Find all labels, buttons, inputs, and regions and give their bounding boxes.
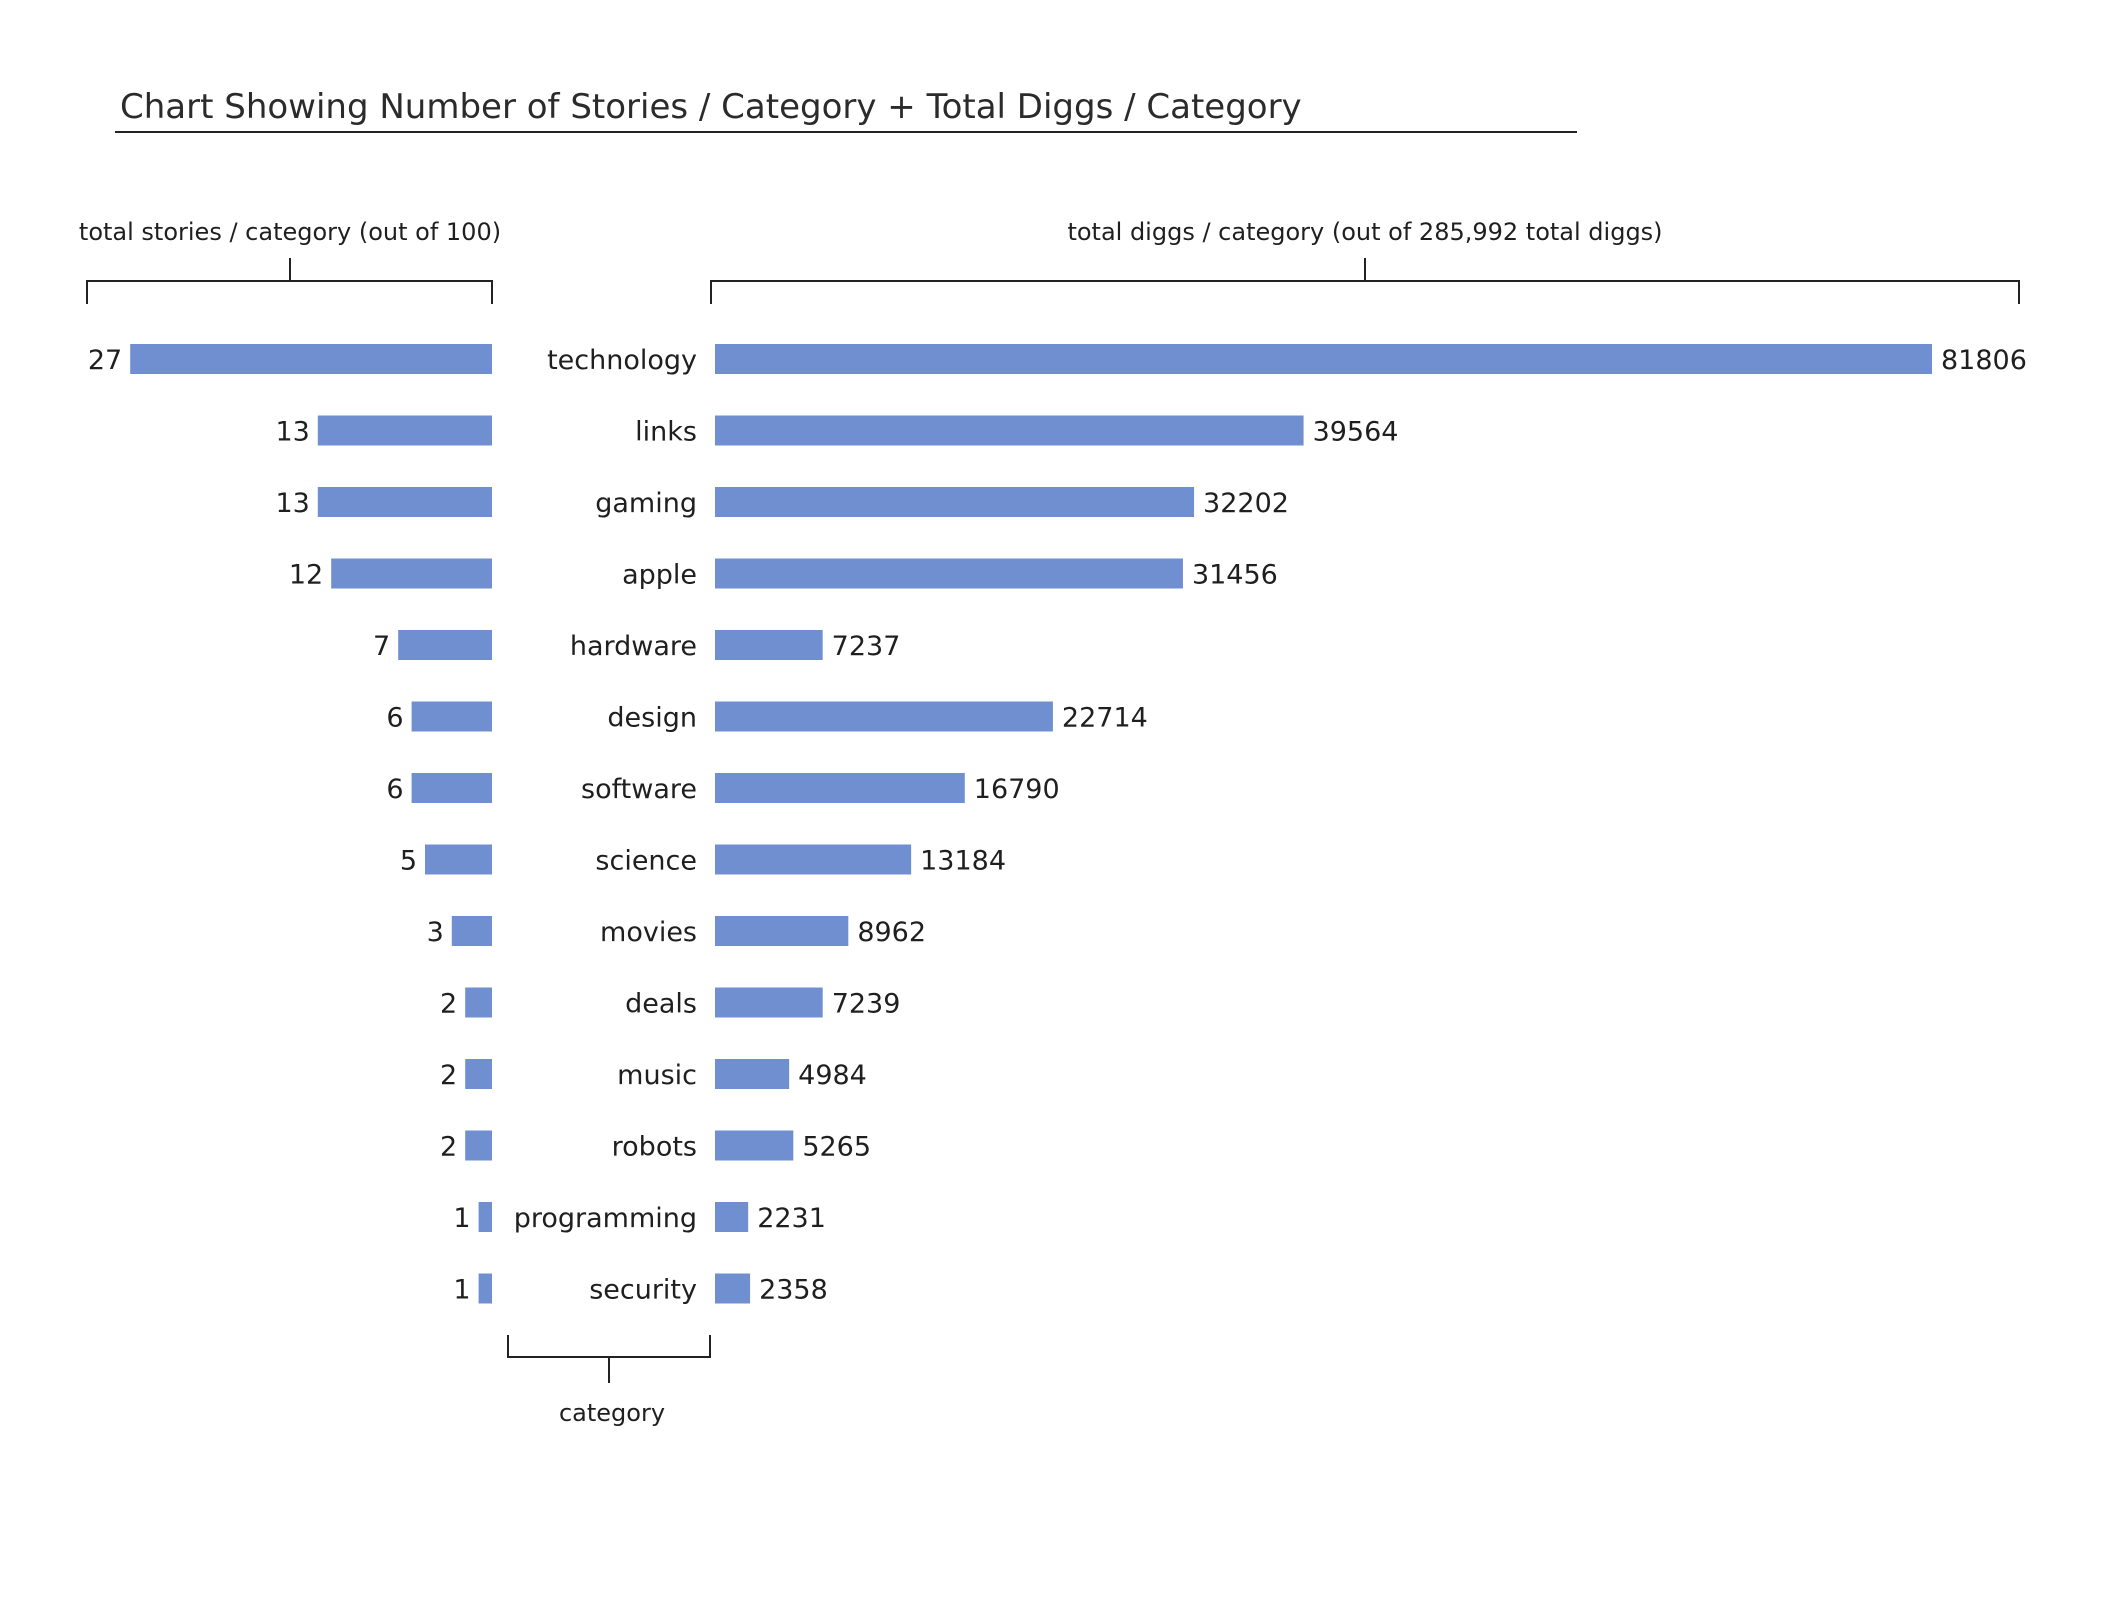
- stories-bar-software: [411, 773, 492, 803]
- category-label-links: links: [635, 417, 697, 448]
- category-label-security: security: [589, 1275, 697, 1306]
- diggs-bar-design: [715, 701, 1053, 732]
- stories-bar-apple: [331, 558, 492, 589]
- diggs-bar-music: [715, 1059, 790, 1089]
- stories-value-design: 6: [386, 703, 403, 734]
- category-axis-label: category: [559, 1399, 665, 1427]
- right-axis-label: total diggs / category (out of 285,992 t…: [1067, 218, 1662, 246]
- category-label-technology: technology: [547, 345, 697, 376]
- category-label-gaming: gaming: [595, 488, 697, 519]
- diggs-bar-science: [715, 844, 912, 875]
- stories-value-deals: 2: [440, 989, 457, 1020]
- stories-bar-music: [465, 1059, 492, 1089]
- stories-value-technology: 27: [88, 345, 122, 376]
- diggs-bar-gaming: [715, 487, 1195, 517]
- stories-value-apple: 12: [289, 560, 323, 591]
- diggs-bar-software: [715, 773, 965, 803]
- stories-value-science: 5: [400, 846, 417, 877]
- stories-value-software: 6: [386, 774, 403, 805]
- diggs-value-links: 39564: [1313, 417, 1399, 448]
- diggs-bar-movies: [715, 916, 849, 946]
- stories-bar-deals: [465, 987, 492, 1018]
- stories-bar-links: [317, 415, 492, 446]
- stories-bar-movies: [451, 916, 492, 946]
- category-label-hardware: hardware: [570, 631, 697, 662]
- category-label-apple: apple: [622, 560, 697, 591]
- category-label-robots: robots: [612, 1132, 697, 1163]
- diggs-value-robots: 5265: [802, 1132, 871, 1163]
- right-axis-bracket: [710, 258, 2020, 304]
- diggs-bar-technology: [715, 344, 1932, 374]
- diggs-value-software: 16790: [974, 774, 1060, 805]
- category-label-deals: deals: [625, 989, 697, 1020]
- category-label-design: design: [607, 703, 697, 734]
- chart-title: Chart Showing Number of Stories / Catego…: [120, 87, 1302, 127]
- category-label-software: software: [581, 774, 697, 805]
- stories-bar-programming: [478, 1202, 492, 1232]
- category-label-music: music: [617, 1060, 697, 1091]
- category-label-science: science: [595, 846, 697, 877]
- diggs-bar-links: [715, 415, 1304, 446]
- diggs-value-apple: 31456: [1192, 560, 1278, 591]
- diggs-bar-robots: [715, 1130, 794, 1161]
- diggs-value-technology: 81806: [1941, 345, 2027, 376]
- diggs-value-movies: 8962: [857, 917, 926, 948]
- stories-bar-design: [411, 701, 492, 732]
- diggs-bar-deals: [715, 987, 823, 1018]
- diggs-value-design: 22714: [1062, 703, 1148, 734]
- stories-value-links: 13: [275, 417, 309, 448]
- diggs-bar-security: [715, 1273, 751, 1304]
- category-label-programming: programming: [514, 1203, 697, 1234]
- stories-value-programming: 1: [453, 1203, 470, 1234]
- stories-bar-hardware: [398, 630, 492, 660]
- diggs-bar-apple: [715, 558, 1183, 589]
- diggs-value-security: 2358: [759, 1275, 828, 1306]
- diggs-bar-programming: [715, 1202, 749, 1232]
- stories-value-music: 2: [440, 1060, 457, 1091]
- category-axis-bracket: [507, 1335, 711, 1383]
- left-axis-label: total stories / category (out of 100): [79, 218, 501, 246]
- diggs-value-deals: 7239: [832, 989, 901, 1020]
- stories-value-gaming: 13: [275, 488, 309, 519]
- stories-bar-security: [478, 1273, 492, 1304]
- stories-value-hardware: 7: [373, 631, 390, 662]
- stories-bar-science: [425, 844, 492, 875]
- stories-bar-robots: [465, 1130, 492, 1161]
- stories-bar-technology: [130, 344, 492, 374]
- diggs-bar-hardware: [715, 630, 823, 660]
- diggs-value-hardware: 7237: [832, 631, 901, 662]
- stories-value-robots: 2: [440, 1132, 457, 1163]
- diggs-value-programming: 2231: [757, 1203, 826, 1234]
- diggs-value-music: 4984: [798, 1060, 867, 1091]
- left-axis-bracket: [86, 258, 493, 304]
- category-label-movies: movies: [600, 917, 697, 948]
- stories-value-security: 1: [453, 1275, 470, 1306]
- stories-value-movies: 3: [427, 917, 444, 948]
- diggs-value-gaming: 32202: [1203, 488, 1289, 519]
- diggs-value-science: 13184: [920, 846, 1006, 877]
- stories-bar-gaming: [317, 487, 492, 517]
